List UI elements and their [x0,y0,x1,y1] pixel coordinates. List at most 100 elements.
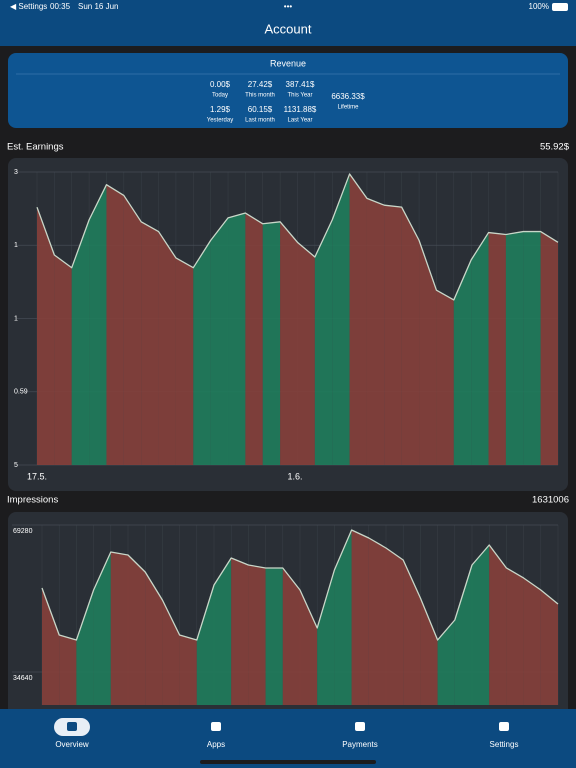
y-tick-label: 34640 [13,675,33,682]
area-segment [54,255,72,465]
area-segment [42,587,60,705]
area-segment [317,569,335,705]
y-tick-label: 1 [14,242,18,249]
area-segment [368,538,386,705]
revenue-label: Yesterday [207,118,233,124]
area-segment [93,551,111,705]
area-segment [540,589,558,705]
lifetime-value: 6636.33$ [331,92,365,101]
tab-icon [355,722,365,731]
area-segment [420,597,438,705]
y-tick-label: 3 [14,169,18,176]
status-date: Sun 16 Jun [78,2,118,11]
area-segment [489,544,507,705]
y-tick-label: 0.59 [14,389,28,396]
x-tick-label: 1.6. [288,471,303,481]
revenue-value: 1131.88$ [284,105,317,114]
area-segment [282,567,300,705]
area-segment [262,221,281,465]
area-segment [366,198,385,465]
earnings-total: 55.92$ [540,142,570,153]
revenue-label: This Year [287,93,312,99]
line [36,173,559,301]
area-segment [332,173,350,465]
area-segment [179,634,197,705]
status-battery: 100% [529,2,549,11]
y-tick-label: 69280 [13,528,33,535]
lifetime-label: Lifetime [337,105,359,111]
status-time: 00:35 [50,2,71,11]
status-back[interactable]: ◀ Settings [10,2,47,11]
revenue-label: Last Year [287,118,312,124]
area-segment [110,551,128,705]
impressions-total: 1631006 [532,495,569,506]
area-segment [248,564,266,705]
tab-label[interactable]: Overview [55,740,89,749]
battery-icon [552,3,568,11]
revenue-card [8,53,568,128]
area-segment [505,231,524,465]
top-bar [0,0,576,46]
revenue-value: 387.41$ [286,80,315,89]
tab-icon [67,722,77,731]
area-segment [37,207,55,465]
area-segment [280,221,298,465]
area-segment [351,529,369,705]
line [41,529,559,641]
area-segment [210,217,229,465]
tab-bar [0,709,576,768]
area-segment [349,173,367,465]
area-segment [386,547,404,705]
dots: ••• [284,2,293,11]
revenue-value: 60.15$ [248,105,273,114]
area-segment [437,619,455,705]
area-segment [89,184,107,466]
area-segment [506,567,524,705]
area-segment [145,571,163,705]
area-segment [471,232,489,465]
tab-label[interactable]: Settings [490,740,519,749]
area-segment [523,577,541,705]
area-segment [436,290,454,465]
area-segment [297,242,315,465]
area-segment [76,589,94,705]
area-segment [314,219,333,465]
area-segment [265,567,283,705]
revenue-value: 0.00$ [210,80,231,89]
header-title: Account [265,21,312,36]
area-segment [523,231,541,465]
earnings-title: Est. Earnings [7,142,64,153]
area-segment [123,195,142,465]
area-segment [214,557,232,705]
tab-label[interactable]: Apps [207,740,225,749]
revenue-value: 1.29$ [210,105,231,114]
revenue-label: Today [212,93,228,99]
area-segment [401,207,420,465]
area-segment [196,584,214,705]
area-segment [454,564,472,705]
impressions-title: Impressions [7,495,58,506]
area-segment [59,634,77,705]
area-segment [419,240,437,465]
area-segment [228,213,246,465]
revenue-title: Revenue [270,58,306,68]
revenue-label: Last month [245,118,275,124]
area-segment [488,232,506,465]
y-tick-label: 1 [14,315,18,322]
area-segment [106,184,124,466]
revenue-label: This month [245,93,275,99]
area-segment [128,554,146,705]
area-segment [472,544,490,705]
area-segment [403,559,421,705]
revenue-value: 27.42$ [248,80,273,89]
tab-label[interactable]: Payments [342,740,378,749]
x-tick-label: 17.5. [27,471,47,481]
area-segment [71,219,90,465]
area-segment [540,231,558,465]
area-segment [175,257,194,465]
area-segment [158,231,176,465]
area-segment [384,205,402,465]
tab-icon [499,722,509,731]
area-segment [334,529,352,705]
